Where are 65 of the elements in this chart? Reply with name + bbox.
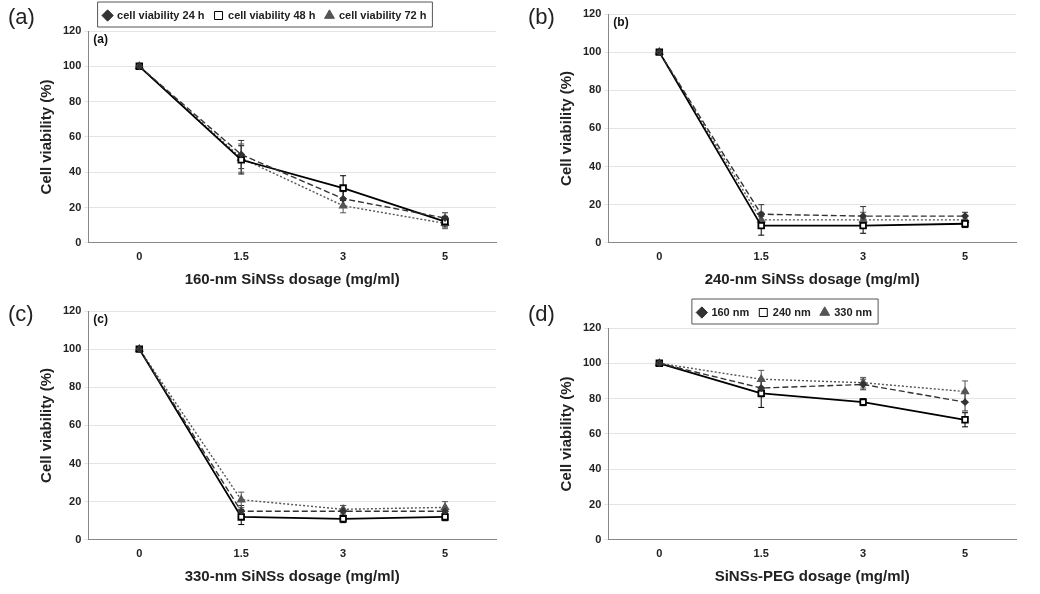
y-axis-title: Cell viability (%) bbox=[557, 376, 575, 492]
annotation: (a) bbox=[93, 32, 109, 47]
x-tick-label: 5 bbox=[441, 547, 449, 560]
y-axis-title: Cell viability (%) bbox=[557, 70, 575, 186]
y-tick-label: 20 bbox=[589, 197, 602, 210]
y-tick-label: 40 bbox=[69, 165, 82, 178]
legend-label: cell viability 24 h bbox=[117, 8, 205, 21]
y-tick-label: 80 bbox=[69, 380, 82, 393]
y-tick-label: 60 bbox=[69, 129, 82, 142]
y-tick-label: 120 bbox=[62, 304, 82, 317]
x-tick-label: 1.5 bbox=[233, 547, 249, 560]
x-tick-label: 5 bbox=[961, 547, 969, 560]
chart-title: (d) bbox=[528, 301, 555, 327]
annotation: (c) bbox=[93, 312, 109, 327]
y-tick-label: 60 bbox=[589, 121, 602, 134]
x-axis-title: 330-nm SiNSs dosage (mg/ml) bbox=[184, 567, 400, 585]
y-tick-label: 100 bbox=[62, 59, 82, 72]
y-tick-label: 40 bbox=[589, 159, 602, 172]
y-tick-label: 80 bbox=[589, 83, 602, 96]
x-axis-title: 240-nm SiNSs dosage (mg/ml) bbox=[704, 270, 920, 288]
annotation: (b) bbox=[613, 15, 629, 30]
y-tick-label: 20 bbox=[69, 494, 82, 507]
y-axis-title: Cell viability (%) bbox=[37, 367, 55, 483]
y-tick-label: 20 bbox=[69, 200, 82, 213]
x-tick-label: 3 bbox=[860, 547, 867, 560]
legend-label: cell viability 48 h bbox=[228, 8, 316, 21]
y-tick-label: 60 bbox=[69, 418, 82, 431]
x-tick-label: 1.5 bbox=[233, 250, 249, 263]
chart-title: (a) bbox=[8, 4, 35, 30]
legend-label: 160 nm bbox=[711, 305, 750, 318]
y-tick-label: 80 bbox=[589, 391, 602, 404]
x-tick-label: 1.5 bbox=[753, 250, 769, 263]
x-axis-title: 160-nm SiNSs dosage (mg/ml) bbox=[184, 270, 400, 288]
x-axis-title: SiNSs-PEG dosage (mg/ml) bbox=[714, 567, 910, 585]
legend-label: 240 nm bbox=[772, 305, 811, 318]
y-tick-label: 120 bbox=[582, 7, 602, 20]
legend-label: cell viability 72 h bbox=[338, 8, 427, 21]
legend-label: 330 nm bbox=[834, 305, 873, 318]
y-tick-label: 0 bbox=[595, 532, 602, 545]
y-axis-title: Cell viability (%) bbox=[37, 79, 55, 195]
y-tick-label: 0 bbox=[75, 532, 82, 545]
y-tick-label: 120 bbox=[62, 24, 82, 37]
x-tick-label: 3 bbox=[860, 250, 867, 263]
y-tick-label: 60 bbox=[589, 426, 602, 439]
y-tick-label: 20 bbox=[589, 497, 602, 510]
y-tick-label: 100 bbox=[582, 356, 602, 369]
x-tick-label: 0 bbox=[656, 547, 663, 560]
y-tick-label: 40 bbox=[69, 456, 82, 469]
y-tick-label: 0 bbox=[75, 235, 82, 248]
y-tick-label: 100 bbox=[582, 45, 602, 58]
y-tick-label: 120 bbox=[582, 321, 602, 334]
y-tick-label: 80 bbox=[69, 94, 82, 107]
chart-title: (b) bbox=[528, 4, 555, 30]
x-tick-label: 3 bbox=[340, 250, 347, 263]
x-tick-label: 1.5 bbox=[753, 547, 769, 560]
x-tick-label: 0 bbox=[136, 250, 143, 263]
y-tick-label: 100 bbox=[62, 342, 82, 355]
x-tick-label: 3 bbox=[340, 547, 347, 560]
y-tick-label: 0 bbox=[595, 235, 602, 248]
x-tick-label: 5 bbox=[441, 250, 449, 263]
y-tick-label: 40 bbox=[589, 462, 602, 475]
x-tick-label: 0 bbox=[136, 547, 143, 560]
chart-title: (c) bbox=[8, 301, 34, 327]
x-tick-label: 5 bbox=[961, 250, 969, 263]
x-tick-label: 0 bbox=[656, 250, 663, 263]
